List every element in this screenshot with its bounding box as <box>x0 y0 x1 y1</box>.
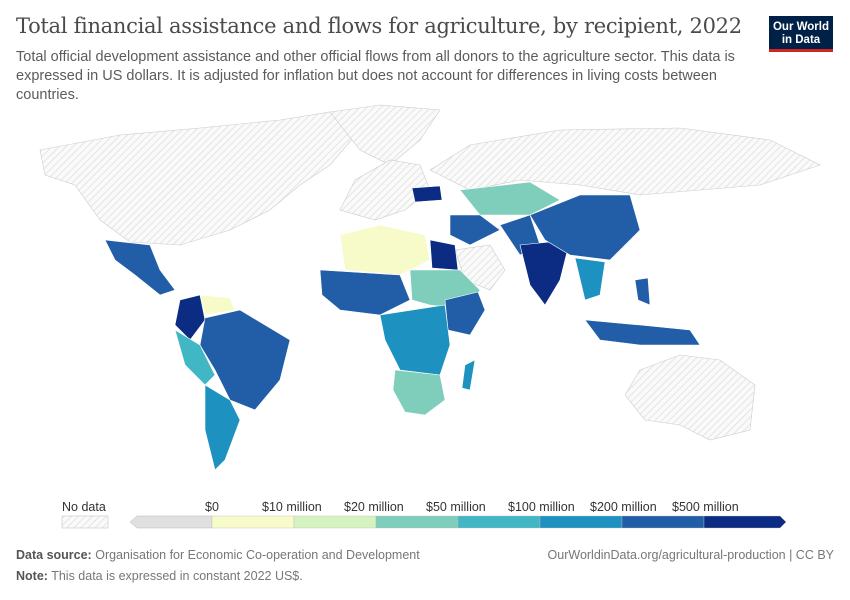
legend-bin-label: $100 million <box>508 500 575 514</box>
note-label: Note: <box>16 569 48 583</box>
legend-bin-swatch[interactable] <box>375 515 459 529</box>
region-mexico-central-america[interactable] <box>104 239 176 296</box>
data-source: Data source: Organisation for Economic C… <box>16 548 420 562</box>
legend-bin-swatch[interactable] <box>703 515 787 529</box>
source-url[interactable]: OurWorldinData.org/agricultural-producti… <box>547 548 834 562</box>
legend-bin-label: $20 million <box>344 500 404 514</box>
legend-below-zero-swatch <box>129 515 213 529</box>
owid-logo[interactable]: Our World in Data <box>769 16 833 52</box>
region-turkey-middle-east[interactable] <box>449 214 501 246</box>
region-central-africa[interactable] <box>379 304 451 376</box>
region-central-asia[interactable] <box>459 181 561 216</box>
region-greenland[interactable] <box>329 104 441 166</box>
region-europe-no-data[interactable] <box>339 159 431 221</box>
region-russia[interactable] <box>429 127 821 196</box>
legend-bin-swatch[interactable] <box>457 515 541 529</box>
note-text: This data is expressed in constant 2022 … <box>51 569 303 583</box>
note: Note: This data is expressed in constant… <box>16 569 303 583</box>
legend-bin-label: $0 <box>205 500 219 514</box>
region-north-africa[interactable] <box>339 224 431 276</box>
region-ukraine[interactable] <box>411 185 443 203</box>
legend-bin-swatch[interactable] <box>539 515 623 529</box>
region-indonesia[interactable] <box>584 319 701 346</box>
legend: No data $0 $10 million $20 million $50 mill… <box>61 500 787 529</box>
legend-bin-label: $500 million <box>672 500 739 514</box>
chart-subtitle: Total official development assistance an… <box>16 49 735 103</box>
legend-bin-swatch[interactable] <box>211 515 295 529</box>
legend-bin-swatch[interactable] <box>293 515 377 529</box>
region-west-africa[interactable] <box>319 269 411 316</box>
region-australia[interactable] <box>624 354 756 441</box>
legend-bin-swatch[interactable] <box>621 515 705 529</box>
source-label: Data source: <box>16 548 92 562</box>
legend-bin-label: $200 million <box>590 500 657 514</box>
legend-no-data-label: No data <box>62 500 106 514</box>
region-southeast-asia[interactable] <box>574 257 606 301</box>
region-north-america-no-data[interactable] <box>39 111 361 246</box>
region-ethiopia-kenya[interactable] <box>444 291 486 336</box>
region-peru-bolivia[interactable] <box>174 329 216 386</box>
region-egypt[interactable] <box>429 239 459 271</box>
legend-bin-label: $10 million <box>262 500 322 514</box>
region-southern-africa[interactable] <box>392 369 446 416</box>
region-venezuela[interactable] <box>199 294 236 316</box>
region-brazil[interactable] <box>199 309 291 411</box>
legend-no-data-swatch <box>61 515 109 529</box>
region-madagascar[interactable] <box>461 359 476 391</box>
source-text[interactable]: Organisation for Economic Co-operation a… <box>95 548 420 562</box>
legend-bin-label: $50 million <box>426 500 486 514</box>
region-argentina[interactable] <box>204 384 241 471</box>
region-china[interactable] <box>529 194 641 261</box>
chart-title: Total financial assistance and flows for… <box>16 14 742 38</box>
region-philippines[interactable] <box>634 277 651 306</box>
region-colombia[interactable] <box>174 294 206 341</box>
